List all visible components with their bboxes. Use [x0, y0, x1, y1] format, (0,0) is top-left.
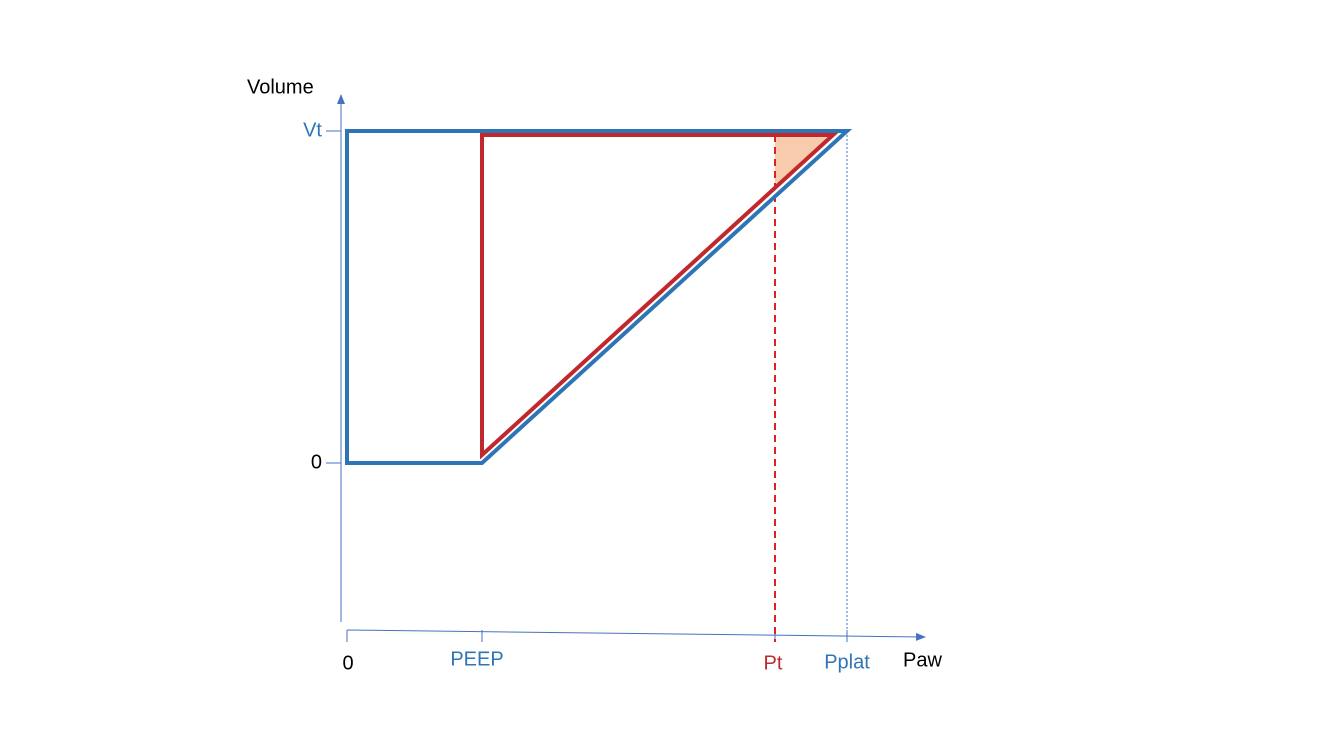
blue-loop: [345, 129, 853, 465]
x-tick-label: PEEP: [450, 648, 503, 670]
y-tick-label: Vt: [303, 119, 322, 141]
y-tick-label: 0: [311, 451, 322, 473]
red-loop: [480, 133, 839, 460]
y-axis-label: Volume: [247, 76, 314, 98]
x-tick-label: 0: [342, 652, 353, 674]
x-tick-label: Pt: [764, 652, 783, 674]
x-axis-label: Paw: [903, 649, 942, 671]
x-tick-label: Pplat: [824, 651, 870, 673]
x-axis: [346, 629, 926, 641]
